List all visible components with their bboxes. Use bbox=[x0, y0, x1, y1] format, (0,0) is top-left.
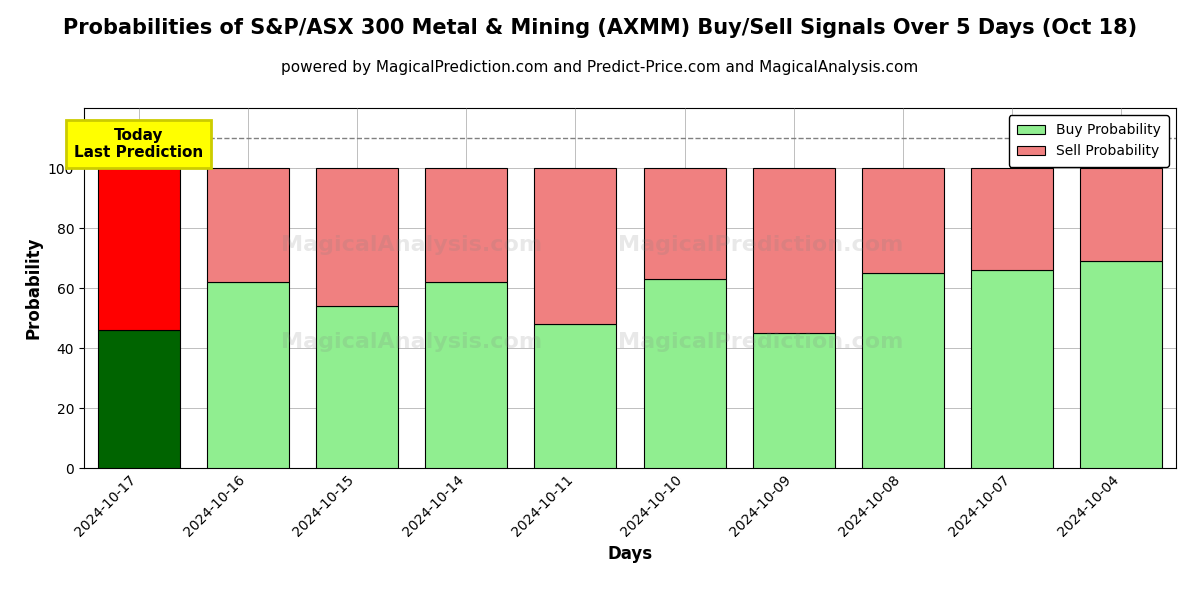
Bar bbox=[97, 330, 180, 468]
Text: MagicalPrediction.com: MagicalPrediction.com bbox=[618, 235, 904, 255]
Bar bbox=[862, 168, 944, 273]
Text: powered by MagicalPrediction.com and Predict-Price.com and MagicalAnalysis.com: powered by MagicalPrediction.com and Pre… bbox=[281, 60, 919, 75]
Text: MagicalAnalysis.com: MagicalAnalysis.com bbox=[281, 235, 542, 255]
Y-axis label: Probability: Probability bbox=[24, 237, 42, 339]
X-axis label: Days: Days bbox=[607, 545, 653, 563]
Legend: Buy Probability, Sell Probability: Buy Probability, Sell Probability bbox=[1009, 115, 1169, 167]
Bar bbox=[862, 273, 944, 468]
Bar bbox=[643, 279, 726, 468]
Bar bbox=[534, 324, 617, 468]
Text: Probabilities of S&P/ASX 300 Metal & Mining (AXMM) Buy/Sell Signals Over 5 Days : Probabilities of S&P/ASX 300 Metal & Min… bbox=[62, 18, 1138, 38]
Bar bbox=[643, 168, 726, 279]
Bar bbox=[971, 168, 1054, 270]
Bar bbox=[316, 168, 398, 306]
Bar bbox=[206, 282, 289, 468]
Bar bbox=[752, 168, 835, 333]
Text: MagicalAnalysis.com: MagicalAnalysis.com bbox=[281, 332, 542, 352]
Text: Today
Last Prediction: Today Last Prediction bbox=[74, 128, 203, 160]
Bar bbox=[97, 168, 180, 330]
Bar bbox=[752, 333, 835, 468]
Bar bbox=[1080, 168, 1163, 261]
Bar bbox=[425, 282, 508, 468]
Bar bbox=[534, 168, 617, 324]
Bar bbox=[971, 270, 1054, 468]
Text: MagicalPrediction.com: MagicalPrediction.com bbox=[618, 332, 904, 352]
Bar bbox=[206, 168, 289, 282]
Bar bbox=[425, 168, 508, 282]
Bar bbox=[316, 306, 398, 468]
Bar bbox=[1080, 261, 1163, 468]
